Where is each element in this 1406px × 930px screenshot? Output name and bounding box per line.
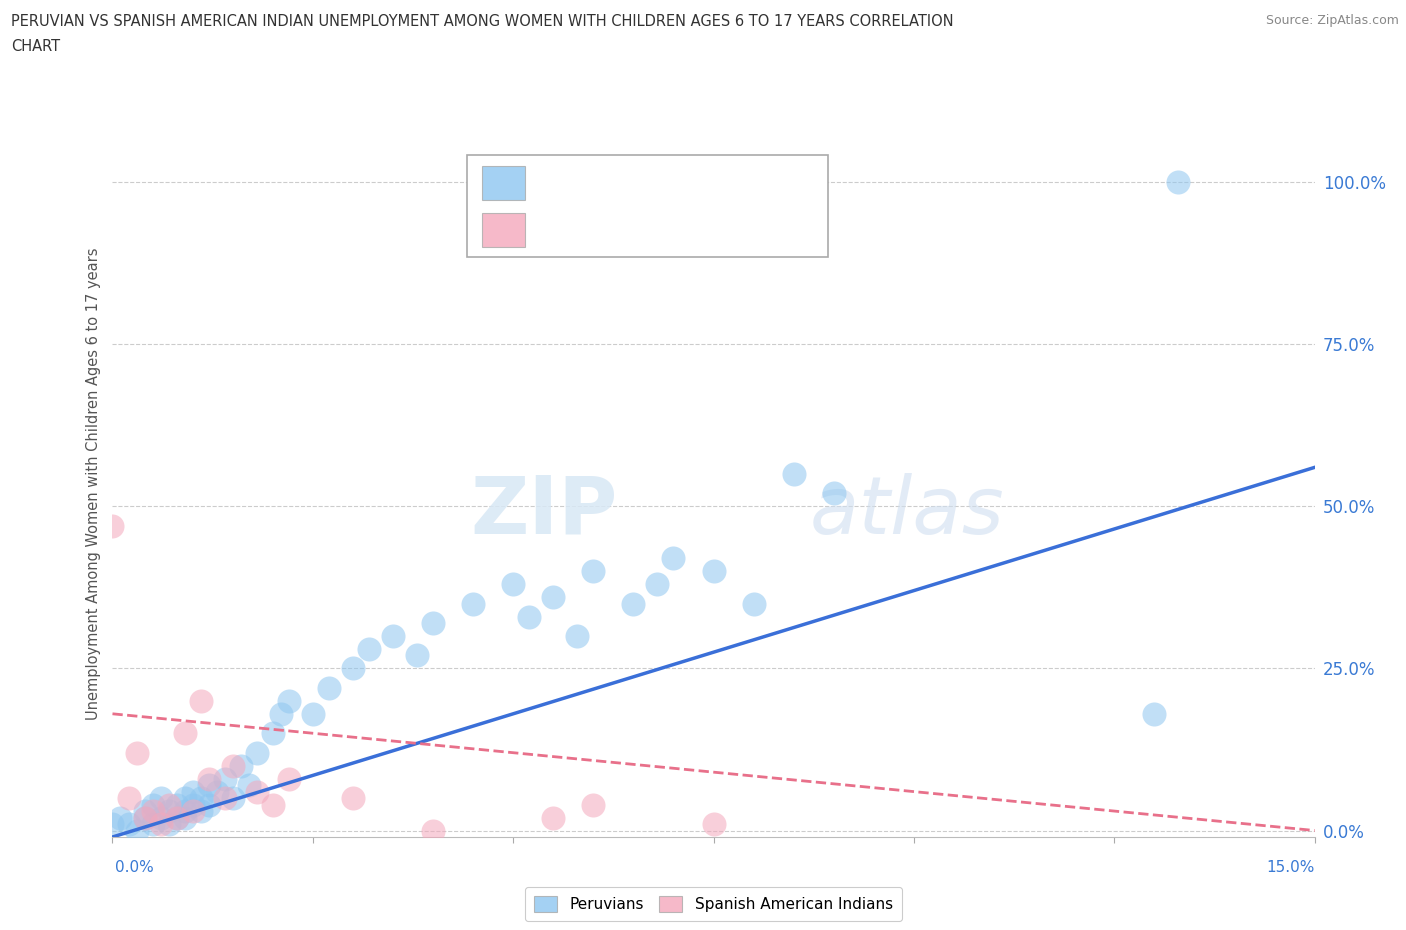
Point	[277, 771, 299, 786]
Point	[166, 810, 188, 825]
Point	[117, 790, 139, 805]
Point	[141, 804, 163, 818]
Point	[543, 590, 565, 604]
Point	[262, 797, 284, 812]
Point	[302, 707, 325, 722]
Point	[101, 817, 124, 831]
Point	[173, 725, 195, 740]
Point	[214, 790, 236, 805]
Point	[173, 790, 195, 805]
Text: ZIP: ZIP	[470, 472, 617, 551]
Point	[197, 771, 219, 786]
Point	[190, 790, 212, 805]
Point	[141, 797, 163, 812]
Point	[582, 797, 605, 812]
Point	[101, 518, 124, 533]
Point	[197, 797, 219, 812]
Point	[582, 564, 605, 578]
Text: CHART: CHART	[11, 39, 60, 54]
Point	[173, 810, 195, 825]
Y-axis label: Unemployment Among Women with Children Ages 6 to 17 years: Unemployment Among Women with Children A…	[86, 247, 101, 720]
Point	[662, 551, 685, 565]
Point	[357, 642, 380, 657]
Point	[702, 564, 725, 578]
Text: 0.0%: 0.0%	[115, 860, 155, 875]
Point	[166, 810, 188, 825]
Point	[222, 758, 245, 773]
Point	[222, 790, 245, 805]
Text: Source: ZipAtlas.com: Source: ZipAtlas.com	[1265, 14, 1399, 27]
Point	[190, 804, 212, 818]
Point	[134, 804, 156, 818]
Point	[270, 707, 292, 722]
Point	[517, 609, 540, 624]
Point	[190, 694, 212, 709]
Point	[647, 577, 669, 591]
Point	[181, 784, 204, 799]
Point	[181, 804, 204, 818]
Point	[246, 784, 269, 799]
Text: atlas: atlas	[810, 472, 1004, 551]
Point	[149, 817, 172, 831]
Point	[157, 817, 180, 831]
Point	[702, 817, 725, 831]
Point	[422, 823, 444, 838]
Point	[262, 725, 284, 740]
Point	[823, 485, 845, 500]
Point	[205, 784, 228, 799]
Point	[567, 629, 589, 644]
Point	[782, 467, 804, 482]
Point	[382, 629, 405, 644]
Point	[543, 810, 565, 825]
Point	[134, 810, 156, 825]
Point	[742, 596, 765, 611]
Point	[342, 661, 364, 676]
Point	[406, 648, 429, 663]
Point	[149, 790, 172, 805]
Point	[149, 810, 172, 825]
Point	[318, 681, 340, 696]
Point	[342, 790, 364, 805]
Point	[134, 810, 156, 825]
Point	[461, 596, 484, 611]
Point	[110, 810, 132, 825]
Point	[181, 797, 204, 812]
Point	[157, 797, 180, 812]
Point	[141, 817, 163, 831]
Point	[246, 745, 269, 760]
Point	[422, 616, 444, 631]
Point	[157, 804, 180, 818]
Point	[125, 745, 148, 760]
Point	[197, 777, 219, 792]
Point	[238, 777, 260, 792]
Point	[277, 694, 299, 709]
Text: PERUVIAN VS SPANISH AMERICAN INDIAN UNEMPLOYMENT AMONG WOMEN WITH CHILDREN AGES : PERUVIAN VS SPANISH AMERICAN INDIAN UNEM…	[11, 14, 953, 29]
Text: 15.0%: 15.0%	[1267, 860, 1315, 875]
Point	[173, 804, 195, 818]
Point	[1167, 175, 1189, 190]
Point	[502, 577, 524, 591]
Point	[1143, 707, 1166, 722]
Point	[117, 817, 139, 831]
Point	[214, 771, 236, 786]
Point	[229, 758, 252, 773]
Point	[125, 823, 148, 838]
Point	[166, 797, 188, 812]
Legend: Peruvians, Spanish American Indians: Peruvians, Spanish American Indians	[526, 887, 901, 922]
Point	[621, 596, 644, 611]
